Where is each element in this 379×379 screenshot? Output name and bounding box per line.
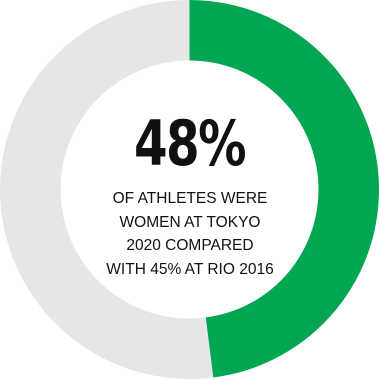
- donut-slice-women: [189, 0, 379, 378]
- caption-text: OF ATHLETES WERE WOMEN AT TOKYO 2020 COM…: [90, 187, 290, 281]
- caption-line: WITH 45% AT RIO 2016: [106, 260, 274, 278]
- caption-line: WOMEN AT TOKYO: [119, 213, 261, 231]
- headline-percentage: 48%: [133, 107, 247, 180]
- caption-line: 2020 COMPARED: [126, 237, 254, 254]
- caption-line: OF ATHLETES WERE: [112, 190, 268, 207]
- donut-slice-remainder: [0, 0, 214, 379]
